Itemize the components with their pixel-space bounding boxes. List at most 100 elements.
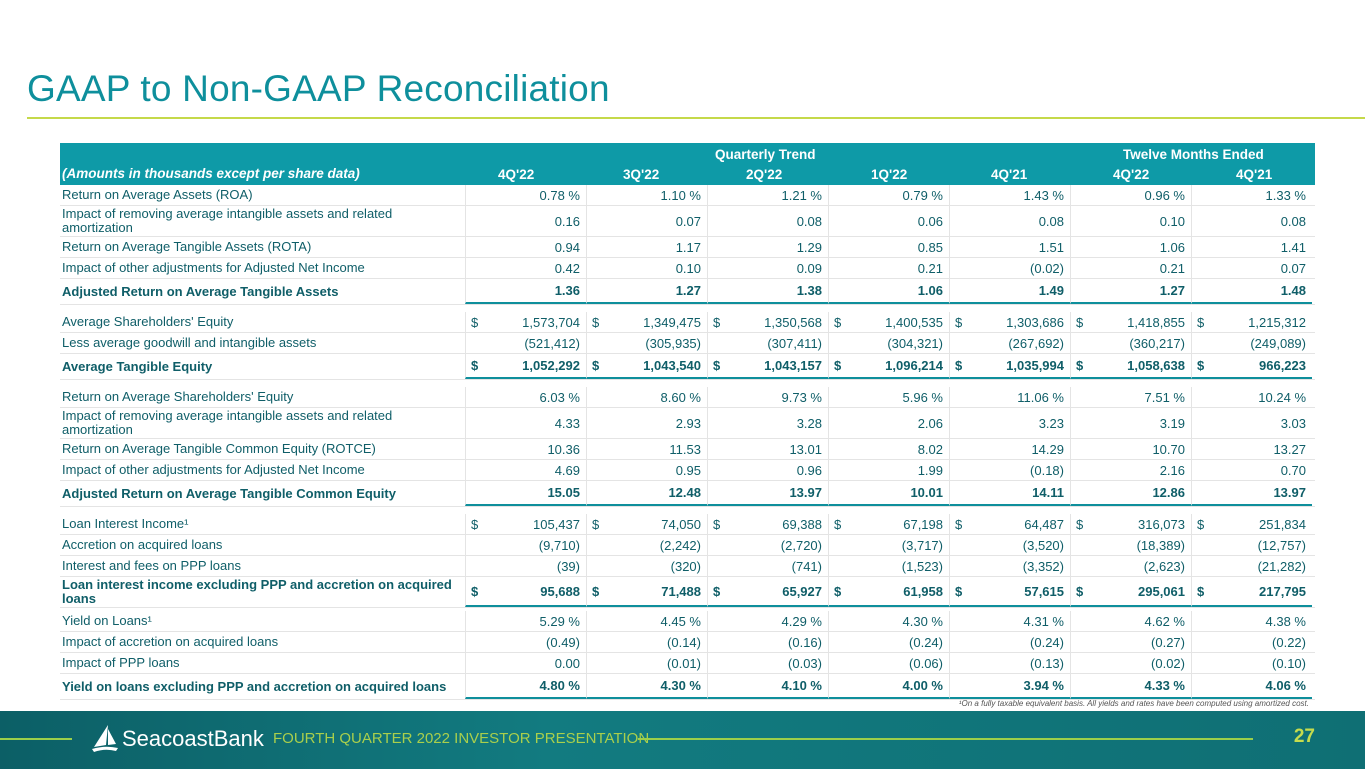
cell-value: 64,487: [1024, 516, 1064, 532]
value-cell: 1.33 %: [1191, 185, 1312, 205]
cell-value: 0.16: [554, 213, 580, 229]
value-cell: 3.28: [707, 408, 828, 438]
value-cell: 0.21: [1070, 258, 1191, 278]
value-cell: 1.48: [1191, 279, 1312, 304]
brand-name: SeacoastBank: [122, 726, 264, 751]
cell-value: (0.02): [1151, 655, 1185, 671]
dollar-sign: $: [955, 583, 963, 599]
value-cell: 13.01: [707, 439, 828, 459]
value-cell: $1,349,475: [586, 312, 707, 332]
table-row: Adjusted Return on Average Tangible Asse…: [60, 279, 1315, 305]
value-cell: 4.29 %: [707, 611, 828, 631]
value-cell: 3.94 %: [949, 674, 1070, 699]
cell-value: (305,935): [645, 335, 701, 351]
value-cell: 4.80 %: [465, 674, 586, 699]
dollar-sign: $: [592, 583, 600, 599]
cell-value: (307,411): [767, 335, 822, 351]
cell-value: (267,692): [1008, 335, 1064, 351]
row-label: Interest and fees on PPP loans: [62, 558, 241, 573]
footer-line: [638, 738, 1253, 740]
row-label: Impact of removing average intangible as…: [62, 206, 393, 235]
cell-value: 5.96 %: [902, 389, 943, 405]
value-cell: 0.96: [707, 460, 828, 480]
cell-value: 1.41: [1280, 239, 1306, 255]
cell-value: 1.38: [796, 283, 822, 298]
cell-value: 316,073: [1138, 516, 1185, 532]
value-cell: (305,935): [586, 333, 707, 353]
section-spacer: [60, 507, 1315, 514]
cell-value: 295,061: [1138, 583, 1185, 599]
row-label: Impact of other adjustments for Adjusted…: [62, 462, 365, 477]
value-cell: (3,520): [949, 535, 1070, 555]
value-cell: $69,388: [707, 514, 828, 534]
value-cell: 5.29 %: [465, 611, 586, 631]
value-cell: (39): [465, 556, 586, 576]
table-row: Impact of other adjustments for Adjusted…: [60, 460, 1315, 481]
cell-value: 9.73 %: [781, 389, 822, 405]
cell-value: 1,043,540: [643, 358, 701, 373]
cell-value: 1.29: [796, 239, 822, 255]
table-row: Accretion on acquired loans (9,710) (2,242…: [60, 535, 1315, 556]
value-cell: $1,058,638: [1070, 354, 1191, 379]
value-cell: $1,215,312: [1191, 312, 1312, 332]
cell-value: 12.48: [668, 485, 701, 500]
value-cell: 0.94: [465, 237, 586, 257]
table-row: Impact of other adjustments for Adjusted…: [60, 258, 1315, 279]
value-cell: $1,043,540: [586, 354, 707, 379]
cell-value: 0.94: [554, 239, 580, 255]
value-cell: 2.93: [586, 408, 707, 438]
table-header: Quarterly Trend Twelve Months Ended (Amo…: [60, 143, 1315, 185]
cell-value: (3,520): [1022, 537, 1064, 553]
value-cell: 0.78 %: [465, 185, 586, 205]
cell-value: 1.43 %: [1023, 187, 1064, 203]
cell-value: 4.30 %: [902, 613, 943, 629]
cell-value: 1.48: [1280, 283, 1306, 298]
cell-value: 1,418,855: [1127, 314, 1185, 330]
value-cell: 3.03: [1191, 408, 1312, 438]
value-cell: 0.09: [707, 258, 828, 278]
value-cell: $1,052,292: [465, 354, 586, 379]
value-cell: (0.02): [1070, 653, 1191, 673]
cell-value: 13.27: [1273, 441, 1306, 457]
footer-line: [0, 738, 72, 740]
value-cell: (0.06): [828, 653, 949, 673]
cell-value: 4.80 %: [539, 678, 580, 693]
value-cell: $1,043,157: [707, 354, 828, 379]
cell-value: 1,035,994: [1006, 358, 1064, 373]
col-header: 4Q'22: [1113, 167, 1150, 182]
value-cell: 0.08: [707, 206, 828, 236]
cell-value: 1.06: [917, 283, 943, 298]
cell-value: 6.03 %: [539, 389, 580, 405]
row-label: Impact of removing average intangible as…: [62, 408, 393, 437]
row-label: Loan Interest Income¹: [62, 516, 189, 531]
cell-value: 1,043,157: [764, 358, 822, 373]
value-cell: 13.27: [1191, 439, 1312, 459]
cell-value: 0.95: [675, 462, 701, 478]
value-cell: 9.73 %: [707, 387, 828, 407]
table-row: Impact of removing average intangible as…: [60, 206, 1315, 237]
dollar-sign: $: [713, 583, 721, 599]
dollar-sign: $: [1197, 314, 1205, 330]
cell-value: (2,242): [659, 537, 701, 553]
value-cell: (0.13): [949, 653, 1070, 673]
cell-value: 1.49: [1038, 283, 1064, 298]
dollar-sign: $: [1197, 583, 1205, 599]
value-cell: 12.48: [586, 481, 707, 506]
row-label: Return on Average Tangible Common Equity…: [62, 441, 376, 456]
value-cell: 1.43 %: [949, 185, 1070, 205]
dollar-sign: $: [592, 314, 600, 330]
section-spacer: [60, 305, 1315, 312]
cell-value: 1.33 %: [1265, 187, 1306, 203]
dollar-sign: $: [471, 516, 479, 532]
value-cell: 11.53: [586, 439, 707, 459]
cell-value: (21,282): [1257, 558, 1306, 574]
cell-value: (0.49): [546, 634, 580, 650]
cell-value: (2,720): [780, 537, 822, 553]
value-cell: $1,350,568: [707, 312, 828, 332]
dollar-sign: $: [955, 358, 963, 373]
dollar-sign: $: [1076, 358, 1084, 373]
dollar-sign: $: [713, 516, 721, 532]
dollar-sign: $: [834, 314, 842, 330]
dollar-sign: $: [955, 516, 963, 532]
value-cell: $95,688: [465, 577, 586, 607]
